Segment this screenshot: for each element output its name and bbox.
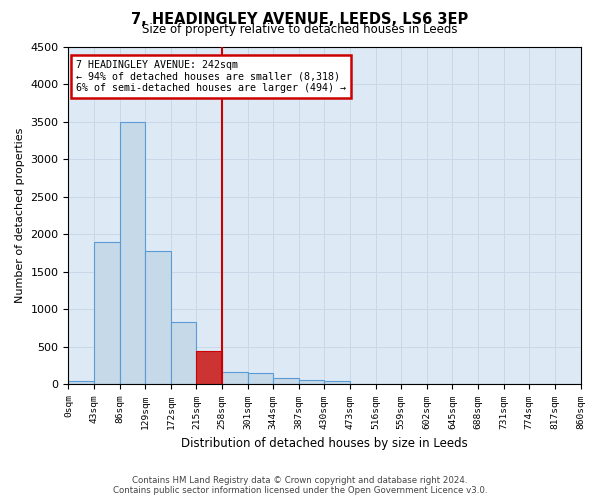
Bar — [145, 251, 171, 384]
Text: Contains HM Land Registry data © Crown copyright and database right 2024.
Contai: Contains HM Land Registry data © Crown c… — [113, 476, 487, 495]
Bar — [299, 380, 325, 384]
Y-axis label: Number of detached properties: Number of detached properties — [15, 128, 25, 303]
Bar — [222, 372, 248, 384]
Bar — [325, 380, 350, 384]
Bar — [196, 350, 222, 384]
X-axis label: Distribution of detached houses by size in Leeds: Distribution of detached houses by size … — [181, 437, 468, 450]
Bar — [273, 378, 299, 384]
Bar — [68, 380, 94, 384]
Bar — [94, 242, 119, 384]
Text: 7, HEADINGLEY AVENUE, LEEDS, LS6 3EP: 7, HEADINGLEY AVENUE, LEEDS, LS6 3EP — [131, 12, 469, 28]
Bar — [248, 373, 273, 384]
Text: Size of property relative to detached houses in Leeds: Size of property relative to detached ho… — [142, 22, 458, 36]
Bar — [171, 322, 196, 384]
Bar — [119, 122, 145, 384]
Text: 7 HEADINGLEY AVENUE: 242sqm
← 94% of detached houses are smaller (8,318)
6% of s: 7 HEADINGLEY AVENUE: 242sqm ← 94% of det… — [76, 60, 346, 93]
